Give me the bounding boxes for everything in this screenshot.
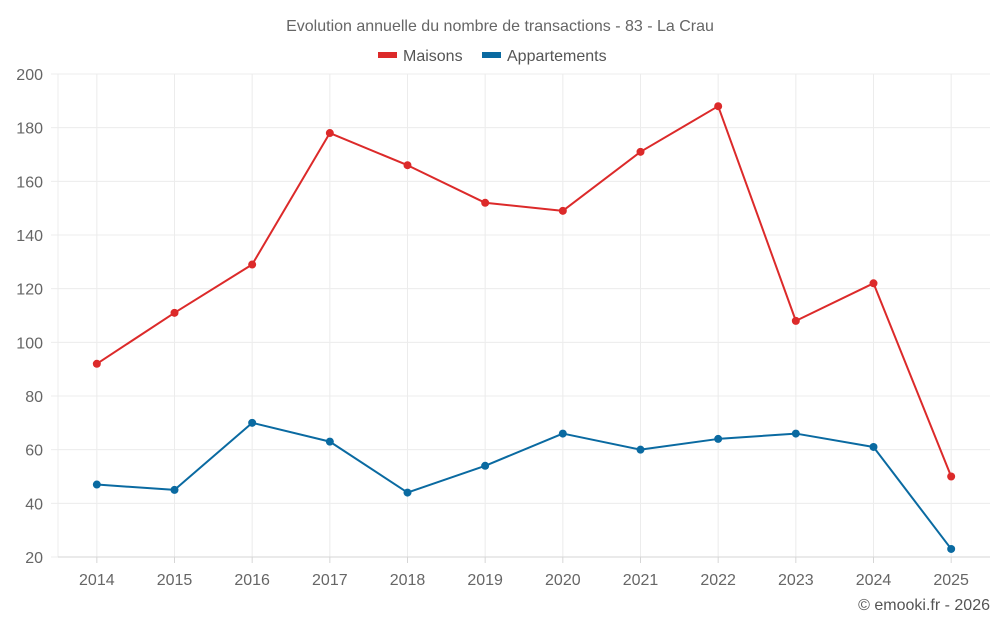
data-point[interactable] bbox=[558, 429, 567, 438]
data-point[interactable] bbox=[325, 129, 334, 138]
data-point[interactable] bbox=[481, 461, 490, 470]
x-tick-label: 2024 bbox=[856, 572, 892, 589]
data-point[interactable] bbox=[791, 316, 800, 325]
series bbox=[92, 102, 956, 553]
x-tick-label: 2014 bbox=[79, 572, 115, 589]
data-point[interactable] bbox=[248, 418, 257, 427]
data-point[interactable] bbox=[558, 206, 567, 215]
y-tick-label: 20 bbox=[25, 550, 43, 567]
x-tick-label: 2021 bbox=[623, 572, 659, 589]
data-point[interactable] bbox=[248, 260, 257, 269]
y-tick-label: 60 bbox=[25, 443, 43, 460]
grid bbox=[58, 73, 990, 557]
y-tick-label: 100 bbox=[16, 335, 43, 352]
legend-label: Appartements bbox=[507, 48, 607, 65]
legend-swatch bbox=[482, 52, 501, 58]
x-tick-label: 2025 bbox=[933, 572, 969, 589]
data-point[interactable] bbox=[170, 308, 179, 317]
data-point[interactable] bbox=[403, 161, 412, 170]
data-point[interactable] bbox=[636, 147, 645, 156]
data-point[interactable] bbox=[869, 279, 878, 288]
credit-text: © emooki.fr - 2026 bbox=[858, 597, 990, 614]
x-tick-label: 2018 bbox=[390, 572, 426, 589]
x-axis: 2014 2015 2016 2017 2018 2019 2020 2021 2022 2023… bbox=[58, 556, 990, 589]
data-point[interactable] bbox=[170, 485, 179, 494]
series-line bbox=[96, 421, 952, 550]
data-point[interactable] bbox=[714, 102, 723, 111]
legend-swatch bbox=[378, 52, 397, 58]
y-tick-label: 180 bbox=[16, 121, 43, 138]
legend-label: Maisons bbox=[403, 48, 463, 65]
x-tick-label: 2016 bbox=[234, 572, 270, 589]
x-tick-label: 2023 bbox=[778, 572, 814, 589]
y-tick-label: 200 bbox=[16, 67, 43, 84]
data-point[interactable] bbox=[92, 359, 101, 368]
y-tick-label: 40 bbox=[25, 496, 43, 513]
data-point[interactable] bbox=[947, 544, 956, 553]
data-point[interactable] bbox=[869, 442, 878, 451]
data-point[interactable] bbox=[636, 445, 645, 454]
x-tick-label: 2019 bbox=[467, 572, 503, 589]
data-point[interactable] bbox=[947, 472, 956, 481]
x-tick-label: 2017 bbox=[312, 572, 348, 589]
data-point[interactable] bbox=[403, 488, 412, 497]
data-point[interactable] bbox=[791, 429, 800, 438]
legend-item-appartements[interactable]: Appartements bbox=[482, 48, 607, 65]
series-maisons bbox=[92, 102, 956, 481]
data-point[interactable] bbox=[325, 437, 334, 446]
data-point[interactable] bbox=[92, 480, 101, 489]
y-tick-label: 140 bbox=[16, 228, 43, 245]
chart-title: Evolution annuelle du nombre de transact… bbox=[286, 18, 714, 35]
y-tick-label: 80 bbox=[25, 389, 43, 406]
legend-item-maisons[interactable]: Maisons bbox=[378, 48, 463, 65]
x-tick-label: 2015 bbox=[157, 572, 193, 589]
data-point[interactable] bbox=[714, 434, 723, 443]
x-tick-label: 2022 bbox=[700, 572, 736, 589]
data-point[interactable] bbox=[481, 198, 490, 207]
y-tick-label: 120 bbox=[16, 282, 43, 299]
series-line bbox=[96, 105, 953, 477]
series-appartements bbox=[92, 418, 956, 553]
legend: Maisons Appartements bbox=[378, 48, 607, 65]
y-axis: 20 40 60 80 100 120 140 160 180 200 bbox=[16, 67, 59, 567]
x-tick-label: 2020 bbox=[545, 572, 581, 589]
y-tick-label: 160 bbox=[16, 174, 43, 191]
